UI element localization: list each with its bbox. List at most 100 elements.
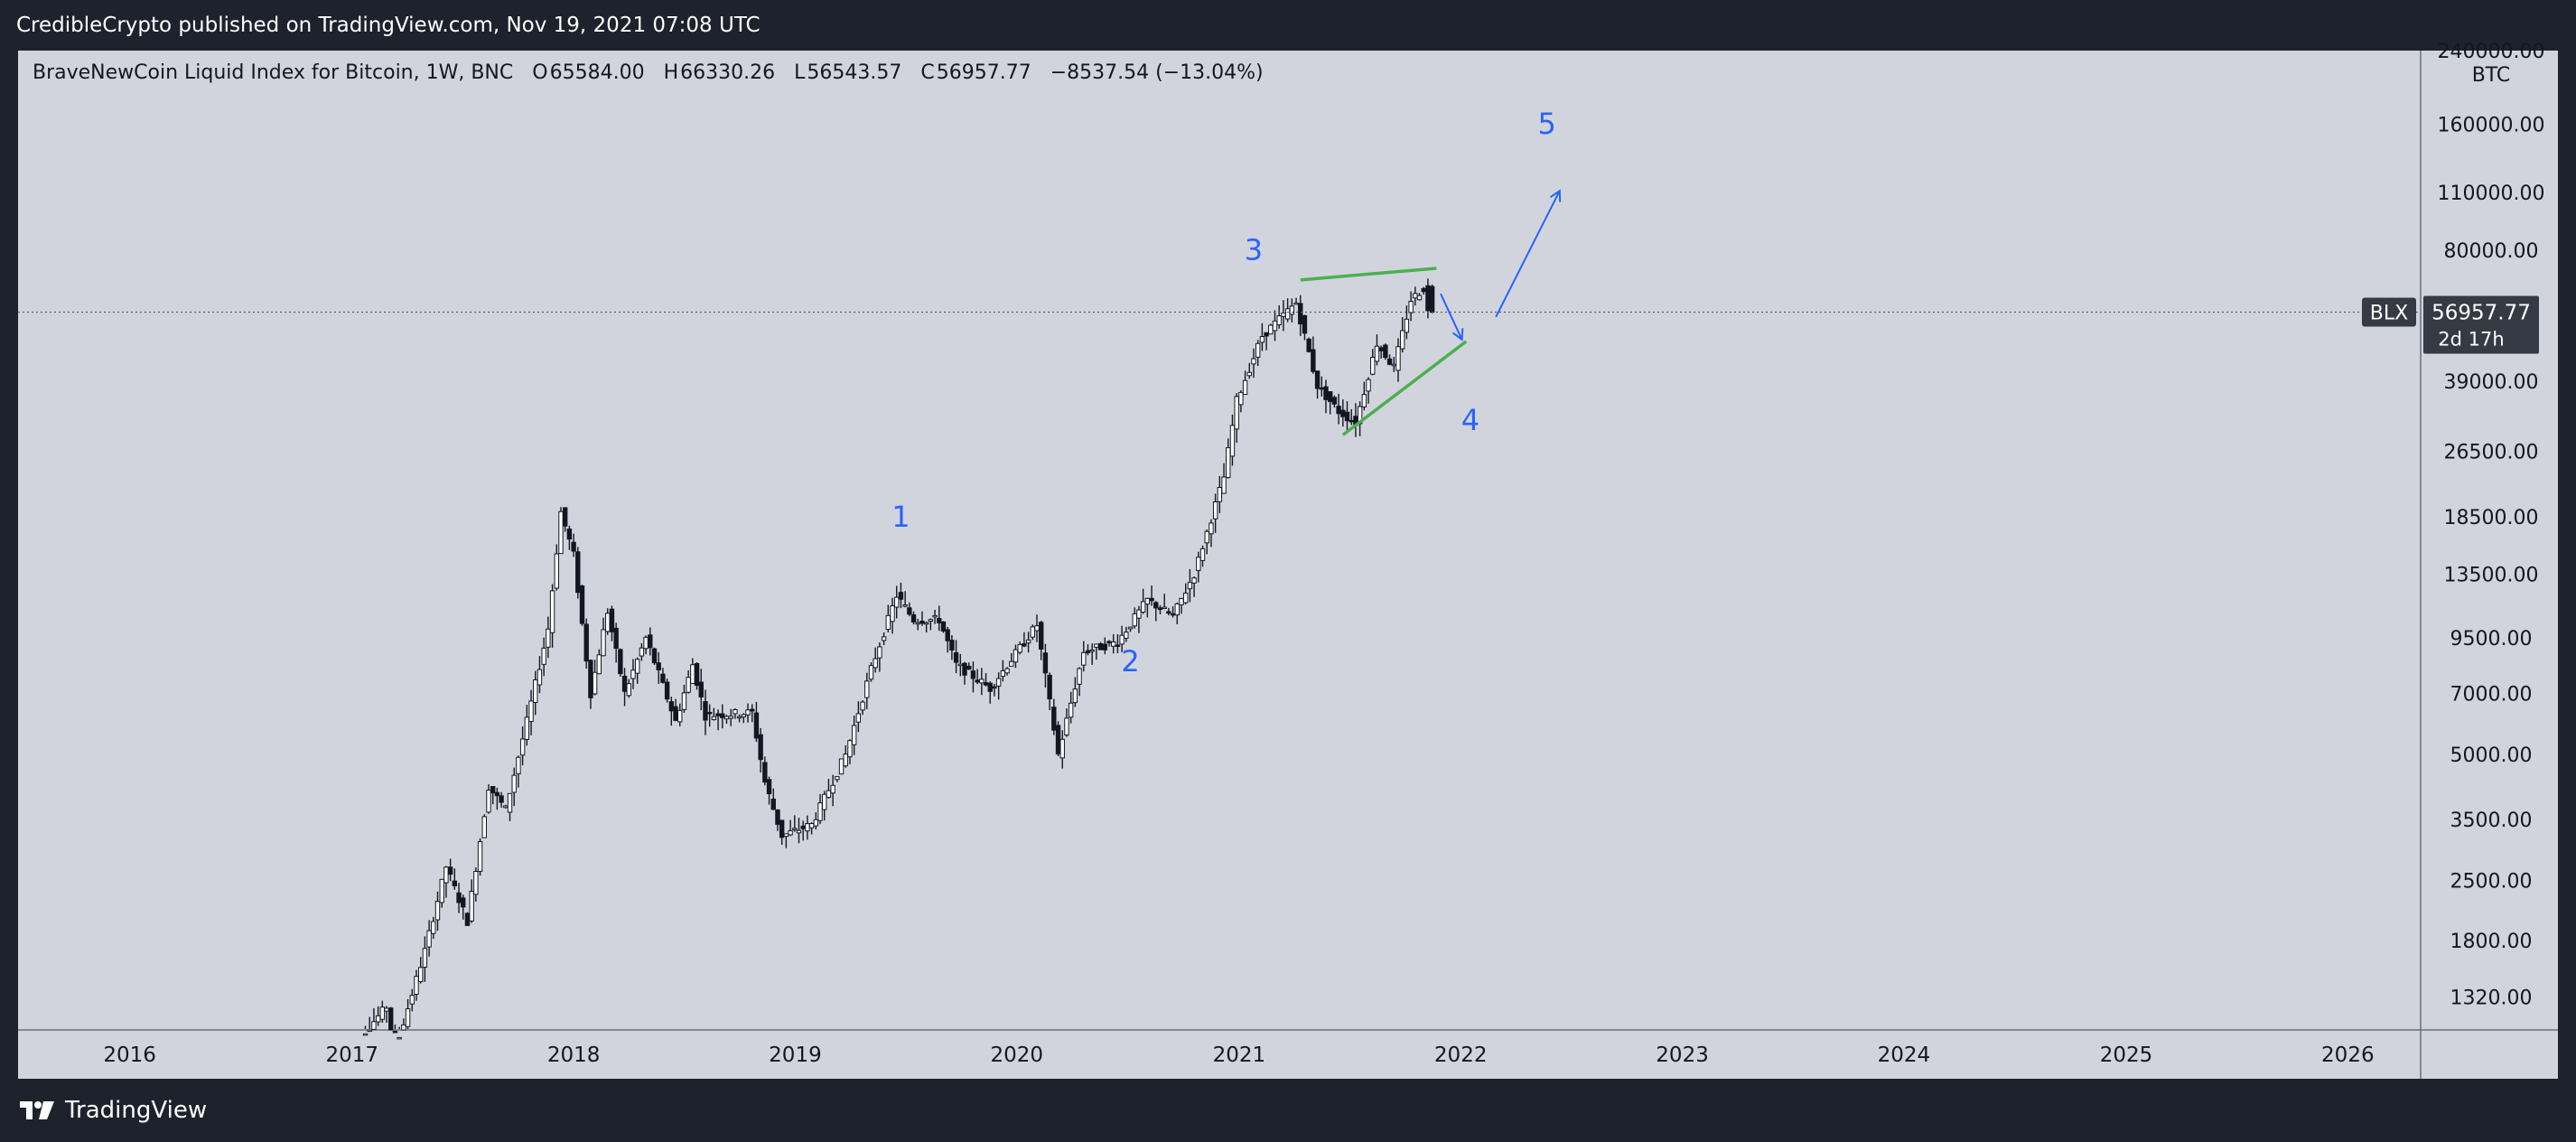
current-price-label: 56957.77 [2431, 302, 2531, 325]
candle-body [1327, 391, 1333, 402]
candle-body [788, 830, 793, 836]
time-tick-label: 2024 [1878, 1044, 1931, 1067]
candle-body [1004, 668, 1010, 674]
candle-body [639, 647, 645, 657]
trendline[interactable] [1341, 340, 1468, 436]
price-tick-label: 39000.00 [2444, 371, 2539, 394]
candle-body [1106, 641, 1112, 644]
candle-body [1030, 626, 1035, 638]
candle-body [796, 829, 802, 834]
candle-body [651, 648, 658, 664]
candle-body [910, 614, 917, 622]
candle-body [409, 995, 415, 1005]
candle-body [1221, 476, 1227, 494]
candle-body [1298, 303, 1303, 324]
symbol-badge-label: BLX [2370, 303, 2408, 325]
candle-body [813, 819, 819, 827]
candle-body [1182, 592, 1189, 604]
wave-label-1[interactable]: 1 [891, 500, 910, 534]
candle-body [1094, 643, 1099, 648]
trendline[interactable] [1300, 267, 1437, 282]
candle-body [1000, 670, 1006, 678]
time-tick-label: 2022 [1434, 1044, 1488, 1067]
wave-label-2[interactable]: 2 [1121, 644, 1139, 679]
candle-body [898, 592, 904, 600]
candle-body [1395, 346, 1401, 371]
candle-body [1416, 295, 1423, 301]
candle-body [1153, 602, 1159, 609]
candle-body [1072, 688, 1078, 704]
candle-body [1391, 363, 1396, 367]
candle-body [808, 823, 815, 828]
candle-body [592, 671, 598, 695]
projection-arrow[interactable] [1440, 293, 1462, 340]
candle-body [443, 866, 449, 884]
candle-body [720, 713, 725, 718]
candle-body [1140, 601, 1146, 613]
candle-body [753, 712, 760, 739]
wave-label-3[interactable]: 3 [1245, 232, 1263, 267]
candle-body [736, 716, 742, 719]
candle-body [511, 774, 517, 793]
candle-body [1268, 324, 1274, 335]
candle-body [618, 649, 623, 675]
price-tick-label: 7000.00 [2450, 683, 2533, 706]
candle-body [1174, 603, 1180, 616]
candle-body [779, 819, 785, 838]
candle-body [1059, 738, 1065, 759]
tradingview-logo[interactable]: TradingView [20, 1097, 207, 1124]
change-value: −8537.54 (−13.04%) [1050, 61, 1264, 84]
candle-body [851, 725, 857, 745]
candle-body [995, 678, 1002, 687]
low-value: 56543.57 [807, 61, 902, 84]
candle-body [1421, 287, 1426, 293]
countdown-label: 2d 17h [2438, 329, 2504, 351]
candle-body [537, 669, 543, 686]
candle-body [375, 1015, 381, 1023]
candle-body [1081, 651, 1087, 666]
candle-body [447, 866, 453, 875]
wave-label-4[interactable]: 4 [1461, 403, 1479, 437]
candle-body [554, 553, 559, 589]
candle-body [1191, 577, 1197, 584]
footer-brand: TradingView [65, 1097, 208, 1124]
price-tick-label: 1800.00 [2450, 931, 2533, 953]
candle-body [1413, 293, 1418, 299]
candle-body [546, 628, 551, 648]
projection-arrow[interactable] [1495, 191, 1560, 318]
candle-body [1404, 318, 1410, 333]
candle-body [847, 740, 853, 758]
candle-body [1311, 349, 1316, 372]
candle-body [1264, 332, 1269, 337]
candle-body [1331, 397, 1338, 405]
candle-body [792, 828, 798, 830]
candle-body [1149, 597, 1154, 602]
candle-body [945, 629, 950, 641]
candle-body [1097, 643, 1104, 651]
wave-label-5[interactable]: 5 [1537, 107, 1555, 141]
candle-body [571, 541, 576, 552]
candle-body [1255, 342, 1261, 358]
candle-body [362, 1033, 369, 1036]
candle-body [481, 816, 487, 838]
candle-body [1217, 486, 1223, 502]
candle-body [588, 660, 593, 698]
candle-body [379, 1006, 386, 1020]
candle-body [690, 664, 695, 684]
candle-body [728, 716, 733, 719]
candle-body [490, 786, 496, 794]
candle-body [1144, 597, 1151, 605]
candle-body [826, 790, 832, 798]
candle-body [733, 708, 738, 715]
candle-body [1234, 396, 1239, 430]
close-key: C [920, 61, 935, 84]
candle-body [626, 683, 631, 697]
candle-body [1336, 406, 1341, 415]
candle-body [519, 738, 526, 756]
candle-body [503, 805, 509, 809]
candle-body [979, 679, 985, 684]
candle-body [987, 682, 993, 692]
candle-body [575, 551, 581, 594]
candle-body [1119, 634, 1125, 645]
